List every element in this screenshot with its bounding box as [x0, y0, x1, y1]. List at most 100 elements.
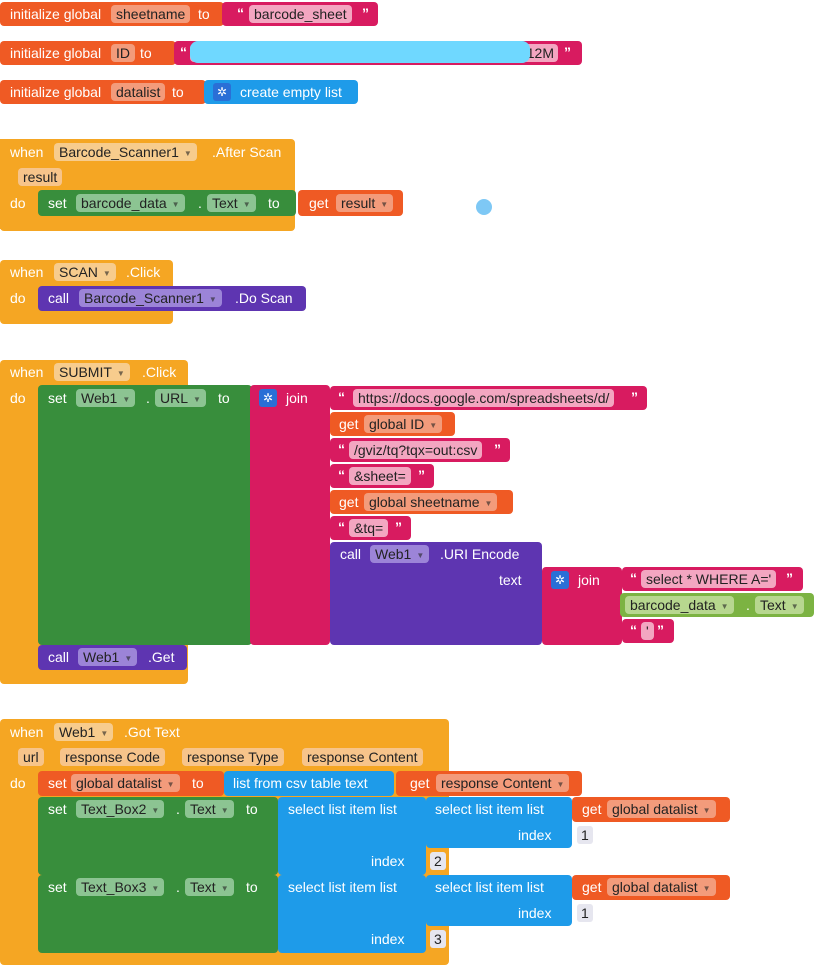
textbox3-text-prop-dropdown[interactable]: Text ▼ [185, 878, 234, 896]
chevron-down-icon: ▼ [100, 729, 109, 738]
scan-component-dropdown[interactable]: SCAN ▼ [54, 263, 116, 281]
after-scan-component-dropdown[interactable]: Barcode_Scanner1 ▼ [54, 143, 197, 161]
inner-index-number[interactable]: 1 [577, 904, 593, 922]
outer-select-list-item-block[interactable] [278, 875, 426, 953]
dot-label: . [146, 390, 150, 406]
result-var-dropdown[interactable]: result ▼ [336, 194, 394, 212]
global-datalist-dropdown[interactable]: global datalist ▼ [607, 878, 716, 896]
outer-index-number[interactable]: 3 [430, 930, 446, 948]
scan-event-name: .Click [126, 264, 161, 280]
property-name: Text [190, 879, 216, 895]
index-label: index [371, 931, 405, 947]
textbox3-component-dropdown[interactable]: Text_Box3 ▼ [76, 878, 165, 896]
select-list-item-label: select list item list [288, 879, 397, 895]
chevron-down-icon: ▼ [702, 806, 711, 815]
quote-open: “ [338, 389, 345, 405]
global-id-dropdown[interactable]: global ID ▼ [364, 415, 443, 433]
quote-open: “ [237, 5, 244, 21]
component-name: Barcode_Scanner1 [84, 290, 204, 306]
inner-select-list-item-block[interactable] [426, 797, 572, 848]
list-from-csv-block[interactable] [224, 771, 394, 796]
param-response-code[interactable]: response Code [60, 748, 165, 766]
component-name: barcode_data [630, 597, 716, 613]
response-content-dropdown[interactable]: response Content ▼ [436, 774, 570, 792]
to-label: to [246, 801, 258, 817]
do-label: do [10, 290, 26, 306]
tq-string-value[interactable]: &tq= [349, 519, 389, 537]
component-name: Web1 [81, 390, 118, 406]
get-label: get [582, 801, 602, 817]
var-name: global datalist [612, 879, 698, 895]
web-get-component-dropdown[interactable]: Web1 ▼ [78, 648, 138, 666]
chevron-down-icon: ▼ [380, 200, 389, 209]
quote-close: ” [418, 467, 425, 483]
global-datalist-dropdown[interactable]: global datalist ▼ [71, 774, 180, 792]
gear-icon[interactable]: ✲ [551, 571, 569, 589]
param-response-content[interactable]: response Content [302, 748, 423, 766]
gviz-string-value[interactable]: /gviz/tq?tqx=out:csv [349, 441, 483, 459]
gear-icon[interactable]: ✲ [259, 389, 277, 407]
param-url[interactable]: url [18, 748, 44, 766]
join-block[interactable] [250, 385, 330, 645]
quote-open: “ [630, 570, 637, 586]
gear-icon[interactable]: ✲ [213, 83, 231, 101]
inner-index-number[interactable]: 1 [577, 826, 593, 844]
got-text-component-dropdown[interactable]: Web1 ▼ [54, 723, 114, 741]
property-name: Text [760, 597, 786, 613]
scanner-component-dropdown[interactable]: Barcode_Scanner1 ▼ [79, 289, 222, 307]
set-label: set [48, 879, 67, 895]
global-datalist-dropdown[interactable]: global datalist ▼ [607, 800, 716, 818]
chevron-down-icon: ▼ [220, 884, 229, 893]
result-param[interactable]: result [18, 168, 63, 186]
index-label: index [518, 905, 552, 921]
cursor-dot [476, 199, 492, 215]
set-web-url-block[interactable] [38, 385, 252, 645]
barcode-text-prop-dropdown[interactable]: Text ▼ [755, 596, 804, 614]
barcode-data-dropdown[interactable]: barcode_data ▼ [625, 596, 734, 614]
property-name: Text [190, 801, 216, 817]
barcode-component-dropdown[interactable]: barcode_data ▼ [76, 194, 185, 212]
quote-open: “ [180, 44, 187, 60]
textbox2-text-prop-dropdown[interactable]: Text ▼ [185, 800, 234, 818]
uri-encode-block[interactable] [330, 542, 542, 645]
chevron-down-icon: ▼ [416, 551, 425, 560]
set-label: set [48, 775, 67, 791]
chevron-down-icon: ▼ [790, 602, 799, 611]
sheet-param-value[interactable]: &sheet= [349, 467, 411, 485]
inner-select-list-item-block[interactable] [426, 875, 572, 926]
text-property-dropdown[interactable]: Text ▼ [207, 194, 256, 212]
call-label: call [48, 290, 70, 306]
global-sheetname-dropdown[interactable]: global sheetname ▼ [364, 493, 498, 511]
dot-label: . [198, 195, 202, 211]
sheetname-value[interactable]: barcode_sheet [249, 5, 352, 23]
outer-select-list-item-block[interactable] [278, 797, 426, 875]
get-label: get [339, 494, 359, 510]
chevron-down-icon: ▼ [171, 200, 180, 209]
url-string-value[interactable]: https://docs.google.com/spreadsheets/d/ [353, 389, 615, 407]
property-name: URL [160, 390, 189, 406]
chevron-down-icon: ▼ [720, 602, 729, 611]
outer-index-number[interactable]: 2 [430, 852, 446, 870]
url-property-dropdown[interactable]: URL ▼ [155, 389, 206, 407]
dot-label: . [176, 801, 180, 817]
select-list-item-label: select list item list [435, 801, 544, 817]
sheetname-var-field[interactable]: sheetname [111, 5, 191, 23]
id-var-field[interactable]: ID [111, 44, 135, 62]
encode-component-dropdown[interactable]: Web1 ▼ [370, 545, 430, 563]
redaction-mark [190, 41, 530, 63]
chevron-down-icon: ▼ [124, 654, 133, 663]
param-response-type[interactable]: response Type [182, 748, 284, 766]
select-list-item-label: select list item list [288, 801, 397, 817]
web-component-dropdown[interactable]: Web1 ▼ [76, 389, 136, 407]
quote-string-value[interactable]: ' [641, 622, 654, 640]
select-string-value[interactable]: select * WHERE A=' [641, 570, 777, 588]
submit-component-dropdown[interactable]: SUBMIT ▼ [54, 363, 130, 381]
textbox2-component-dropdown[interactable]: Text_Box2 ▼ [76, 800, 165, 818]
init-datalist-block[interactable] [0, 80, 206, 104]
var-name: response Content [441, 775, 552, 791]
component-name: SCAN [59, 264, 98, 280]
chevron-down-icon: ▼ [242, 200, 251, 209]
datalist-var-field[interactable]: datalist [111, 83, 166, 101]
init-id-block[interactable] [0, 41, 176, 65]
init-label: initialize global [10, 45, 102, 61]
